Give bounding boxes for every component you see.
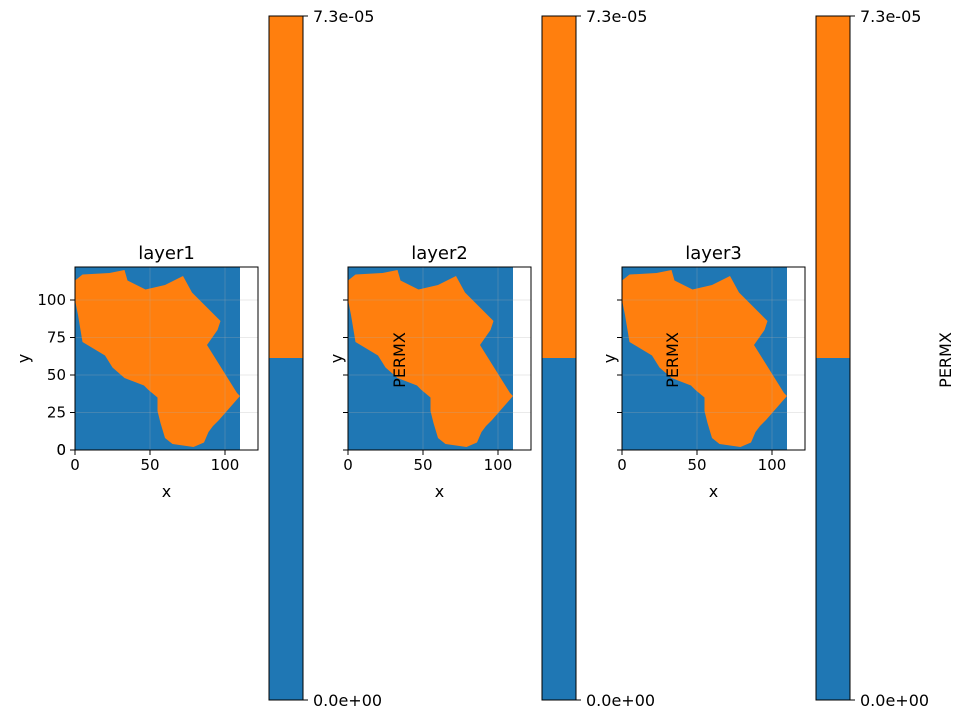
colorbar-2: 0.0e+00 7.3e-05 PERMX — [390, 7, 655, 710]
y-tick-label: 75 — [47, 329, 66, 347]
x-tick-label: 0 — [343, 456, 353, 474]
axes-frame — [621, 266, 806, 451]
colorbar-tick-label: 7.3e-05 — [313, 7, 374, 26]
subplot-title: layer2 — [411, 243, 468, 264]
colorbar-3: 0.0e+00 7.3e-05 PERMX — [663, 7, 929, 710]
colorbar-tick-label: 0.0e+00 — [313, 691, 382, 710]
heatmap-region-high — [622, 270, 787, 447]
colorbar-frame — [541, 15, 577, 701]
y-axis-label: y — [14, 354, 33, 363]
subplot-3: 0 50 100 layer3 x y — [600, 243, 806, 501]
colorbar-tick-label: 0.0e+00 — [586, 691, 655, 710]
x-tick-label: 100 — [211, 456, 240, 474]
colorbar-segment-high — [816, 16, 850, 358]
x-tick-label: 100 — [484, 456, 513, 474]
axes-frame — [347, 266, 532, 451]
colorbar-tick-label: 0.0e+00 — [860, 691, 929, 710]
colorbar-1: 0.0e+00 7.3e-05 — [268, 7, 382, 710]
colorbar-label: PERMX — [390, 332, 409, 388]
colorbar-segment-low — [816, 358, 850, 700]
colorbar-segment-low — [542, 358, 576, 700]
colorbar-frame — [268, 15, 304, 701]
colorbar-label-right: PERMX — [936, 332, 955, 388]
y-axis-label: y — [600, 354, 619, 363]
x-axis-label: x — [709, 482, 718, 501]
x-tick-label: 50 — [140, 456, 159, 474]
subplot-title: layer1 — [138, 243, 195, 264]
x-tick-label: 0 — [70, 456, 80, 474]
axes-frame — [74, 266, 259, 451]
colorbar-tick-label: 7.3e-05 — [860, 7, 921, 26]
colorbar-tick-label: 7.3e-05 — [586, 7, 647, 26]
heatmap-region-high — [348, 270, 513, 447]
y-tick-label: 0 — [56, 441, 66, 459]
y-axis-label: y — [327, 354, 346, 363]
y-tick-label: 25 — [47, 404, 66, 422]
y-tick-label: 100 — [37, 291, 66, 309]
subplot-title: layer3 — [685, 243, 742, 264]
x-axis-label: x — [162, 482, 171, 501]
x-tick-label: 0 — [617, 456, 627, 474]
y-tick-label: 50 — [47, 366, 66, 384]
y-tick-label: 0 — [56, 441, 66, 459]
colorbar-label: PERMX — [663, 332, 682, 388]
colorbar-segment-high — [542, 16, 576, 358]
x-tick-label: 100 — [758, 456, 787, 474]
heatmap-region-high — [75, 270, 240, 447]
subplot-2: 0 50 100 layer2 x y — [327, 243, 532, 501]
colorbar-segment-low — [269, 358, 303, 700]
colorbar-segment-high — [269, 16, 303, 358]
x-tick-label: 50 — [413, 456, 432, 474]
x-tick-label: 50 — [687, 456, 706, 474]
colorbar-frame — [815, 15, 851, 701]
x-axis-label: x — [435, 482, 444, 501]
